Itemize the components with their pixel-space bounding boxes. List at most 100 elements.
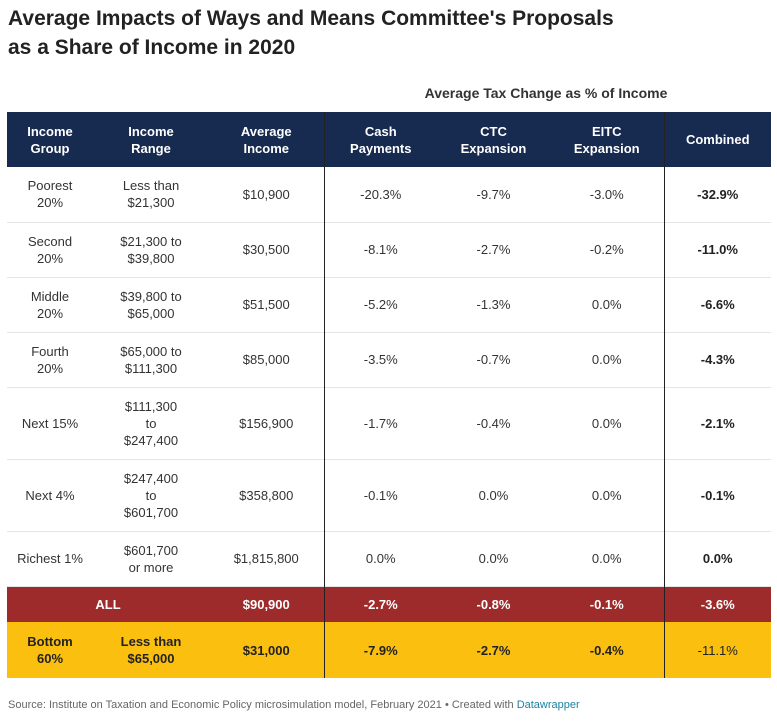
ctc-expansion-cell: -0.8% bbox=[476, 596, 511, 612]
income-group-text: Bottom bbox=[27, 634, 73, 649]
income-group-text: 20% bbox=[36, 360, 64, 376]
income-group-text: 60% bbox=[36, 651, 64, 666]
income-range-text: $65,000 bbox=[127, 651, 175, 666]
cash-payments-cell: -2.7% bbox=[363, 596, 398, 612]
chart-title-line2: as a Share of Income in 2020 bbox=[8, 36, 296, 59]
income-group-text: 20% bbox=[36, 250, 64, 266]
column-header: Cash Payments bbox=[324, 112, 437, 167]
cash-payments-cell: -20.3% bbox=[360, 186, 402, 202]
ctc-expansion-cell: -2.7% bbox=[476, 642, 511, 658]
combined-cell: -3.6% bbox=[700, 596, 735, 612]
income-range-text: $601,700 bbox=[123, 504, 179, 520]
column-header-line: Income bbox=[27, 123, 73, 139]
income-range-cell: $111,300 to $247,400 bbox=[93, 387, 209, 459]
income-range-text: $65,000 to bbox=[120, 343, 182, 359]
cash-payments-cell: 0.0% bbox=[365, 551, 396, 566]
table-row: Poorest 20% Less than $21,300 $10,900 -20.3% -… bbox=[7, 167, 771, 222]
income-range-text: to bbox=[145, 487, 157, 503]
eitc-expansion-cell: 0.0% bbox=[550, 277, 665, 332]
table-row: Next 15% $111,300 to $247,400 $156,900 -1.7% -… bbox=[7, 387, 771, 459]
chart-title-line1: Average Impacts of Ways and Means Commit… bbox=[8, 7, 614, 30]
income-group-text: Next 4% bbox=[25, 487, 75, 503]
income-range-text: $111,300 bbox=[124, 360, 178, 376]
combined-cell: -11.1% bbox=[697, 642, 738, 658]
table-row: Richest 1% $601,700 or more $1,815,800 0.0% 0… bbox=[7, 531, 771, 586]
average-income-cell: $51,500 bbox=[209, 277, 325, 332]
cash-payments-cell: -5.2% bbox=[363, 297, 398, 312]
income-group-cell: Second 20% bbox=[7, 222, 93, 277]
income-range-cell: $601,700 or more bbox=[93, 531, 209, 586]
column-header-line: EITC bbox=[591, 123, 622, 139]
table-body: Poorest 20% Less than $21,300 $10,900 -20.3% -… bbox=[7, 167, 771, 678]
combined-cell: -2.1% bbox=[700, 415, 735, 431]
bottom-60-row: Bottom 60% Less than $65,000 $31,000 -7.9% -2.… bbox=[7, 622, 771, 678]
income-range-text: $21,300 to bbox=[120, 233, 182, 249]
all-label-cell: ALL bbox=[95, 596, 121, 612]
eitc-expansion-cell: 0.0% bbox=[550, 531, 665, 586]
average-income-cell: $156,900 bbox=[209, 387, 325, 459]
impact-table: Income Group Income Range Average Income Cash P… bbox=[7, 112, 771, 678]
income-range-cell: $21,300 to $39,800 bbox=[93, 222, 209, 277]
income-range-text: $65,000 bbox=[127, 305, 175, 321]
income-group-cell: Fourth 20% bbox=[7, 332, 93, 387]
column-header-line: Payments bbox=[350, 140, 412, 156]
income-group-text: Middle bbox=[30, 288, 70, 304]
income-group-text: Second bbox=[27, 233, 73, 249]
chart-title: Average Impacts of Ways and Means Commit… bbox=[8, 4, 748, 62]
income-range-text: $21,300 bbox=[127, 195, 175, 211]
income-group-text: Richest 1% bbox=[17, 551, 83, 566]
column-header: Average Income bbox=[209, 112, 325, 167]
average-income-cell: $1,815,800 bbox=[209, 531, 325, 586]
combined-cell: 0.0% bbox=[702, 551, 733, 566]
income-group-text: 20% bbox=[36, 195, 64, 211]
income-group-text: Fourth bbox=[31, 343, 69, 359]
income-group-cell: Next 4% bbox=[7, 459, 93, 531]
cash-payments-cell: -3.5% bbox=[363, 352, 398, 367]
income-group-cell: Poorest 20% bbox=[7, 167, 93, 222]
average-income-cell: $31,000 bbox=[209, 622, 325, 678]
eitc-expansion-cell: -0.4% bbox=[550, 622, 665, 678]
cash-payments-cell: -0.1% bbox=[363, 487, 398, 503]
combined-cell: -4.3% bbox=[700, 352, 735, 367]
ctc-expansion-cell: 0.0% bbox=[478, 487, 509, 503]
income-range-cell: $65,000 to $111,300 bbox=[93, 332, 209, 387]
table-row: Fourth 20% $65,000 to $111,300 $85,000 -3.5% -… bbox=[7, 332, 771, 387]
income-group-text: Next 15% bbox=[21, 415, 79, 431]
column-header-line: Group bbox=[30, 140, 70, 156]
income-range-text: $247,400 bbox=[123, 470, 179, 486]
source-footer: Source: Institute on Taxation and Econom… bbox=[8, 699, 580, 711]
eitc-expansion-cell: 0.0% bbox=[550, 332, 665, 387]
eitc-expansion-cell: 0.0% bbox=[550, 459, 665, 531]
column-header: EITC Expansion bbox=[550, 112, 665, 167]
column-header-line: Income bbox=[128, 123, 174, 139]
income-range-text: $39,800 to bbox=[120, 288, 182, 304]
income-range-cell: Less than $65,000 bbox=[93, 622, 209, 678]
income-range-text: $247,400 bbox=[123, 432, 179, 448]
column-header-line: Expansion bbox=[573, 140, 640, 156]
column-header-line: Average bbox=[240, 123, 292, 139]
column-header: Income Group bbox=[7, 112, 93, 167]
header-row: Income Group Income Range Average Income Cash P… bbox=[7, 112, 771, 167]
column-header: CTC Expansion bbox=[437, 112, 550, 167]
combined-cell: -11.0% bbox=[697, 242, 738, 257]
eitc-expansion-cell: 0.0% bbox=[550, 387, 665, 459]
average-income-cell: $10,900 bbox=[209, 167, 325, 222]
ctc-expansion-cell: 0.0% bbox=[478, 551, 509, 566]
column-header-line: Expansion bbox=[460, 140, 527, 156]
ctc-expansion-cell: -0.7% bbox=[476, 352, 511, 367]
combined-cell: -0.1% bbox=[700, 487, 735, 503]
income-group-cell: Richest 1% bbox=[7, 531, 93, 586]
column-header-line: Income bbox=[243, 140, 289, 156]
income-range-text: Less than bbox=[122, 178, 180, 194]
source-text: Source: Institute on Taxation and Econom… bbox=[8, 699, 517, 711]
income-range-text: or more bbox=[128, 559, 174, 575]
ctc-expansion-cell: -9.7% bbox=[476, 186, 511, 202]
income-range-cell: $247,400 to $601,700 bbox=[93, 459, 209, 531]
income-range-text: to bbox=[145, 415, 157, 431]
table-row: Second 20% $21,300 to $39,800 $30,500 -8.1% -2… bbox=[7, 222, 771, 277]
income-group-text: Poorest bbox=[27, 178, 73, 194]
cash-payments-cell: -7.9% bbox=[363, 642, 398, 658]
datawrapper-link[interactable]: Datawrapper bbox=[516, 699, 580, 711]
cash-payments-cell: -1.7% bbox=[363, 415, 398, 431]
column-header-line: Combined bbox=[685, 132, 750, 147]
